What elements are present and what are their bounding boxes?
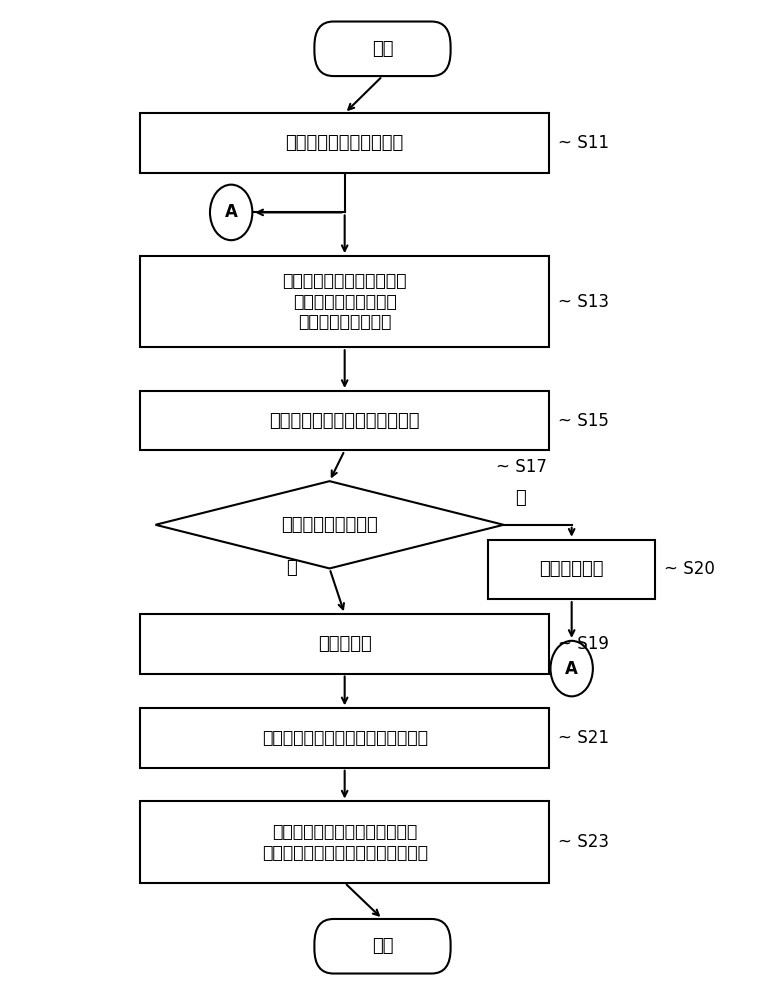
Text: ~ S15: ~ S15 [558,412,609,430]
Text: ~ S17: ~ S17 [496,458,547,476]
Text: ~ S13: ~ S13 [558,293,609,311]
Text: A: A [565,660,578,678]
Text: 开始: 开始 [372,40,393,58]
Text: 判断为坡路: 判断为坡路 [317,635,372,653]
FancyBboxPatch shape [314,919,451,974]
Polygon shape [155,481,503,568]
Text: ~ S11: ~ S11 [558,134,609,152]
Circle shape [210,185,252,240]
Text: ~ S21: ~ S21 [558,729,609,747]
Circle shape [551,641,593,696]
Text: 将所计算的扭矩值施加到发动机
控制装置而控制自动停车或自动出车: 将所计算的扭矩值施加到发动机 控制装置而控制自动停车或自动出车 [262,823,428,862]
Text: ~ S23: ~ S23 [558,833,609,851]
Bar [140,113,549,173]
Bar [140,614,549,674]
Text: 请求自动停车或自动出车: 请求自动停车或自动出车 [285,134,404,152]
Bar [140,801,549,883]
Bar [488,540,655,599]
Text: 是: 是 [515,489,526,507]
Text: 接收车轮脉冲、车速及制动压力: 接收车轮脉冲、车速及制动压力 [269,412,420,430]
Text: 是否发生车辆的移动: 是否发生车辆的移动 [282,516,378,534]
FancyBboxPatch shape [314,22,451,76]
Text: 结束: 结束 [372,937,393,955]
Bar [140,708,549,768]
Text: 计算在坡路上的动作中所需的扭矩值: 计算在坡路上的动作中所需的扭矩值 [262,729,428,747]
Text: A: A [225,203,238,221]
Text: ~ S19: ~ S19 [558,635,609,653]
Bar [140,256,549,347]
Text: 判断为正常路: 判断为正常路 [539,560,604,578]
Text: ~ S20: ~ S20 [664,560,715,578]
Bar [140,391,549,450]
Text: 否: 否 [286,559,297,577]
Text: 将预先设定的扭矩值施加到
发动机控制装置而控制
自动停车或自动出车: 将预先设定的扭矩值施加到 发动机控制装置而控制 自动停车或自动出车 [282,272,407,331]
